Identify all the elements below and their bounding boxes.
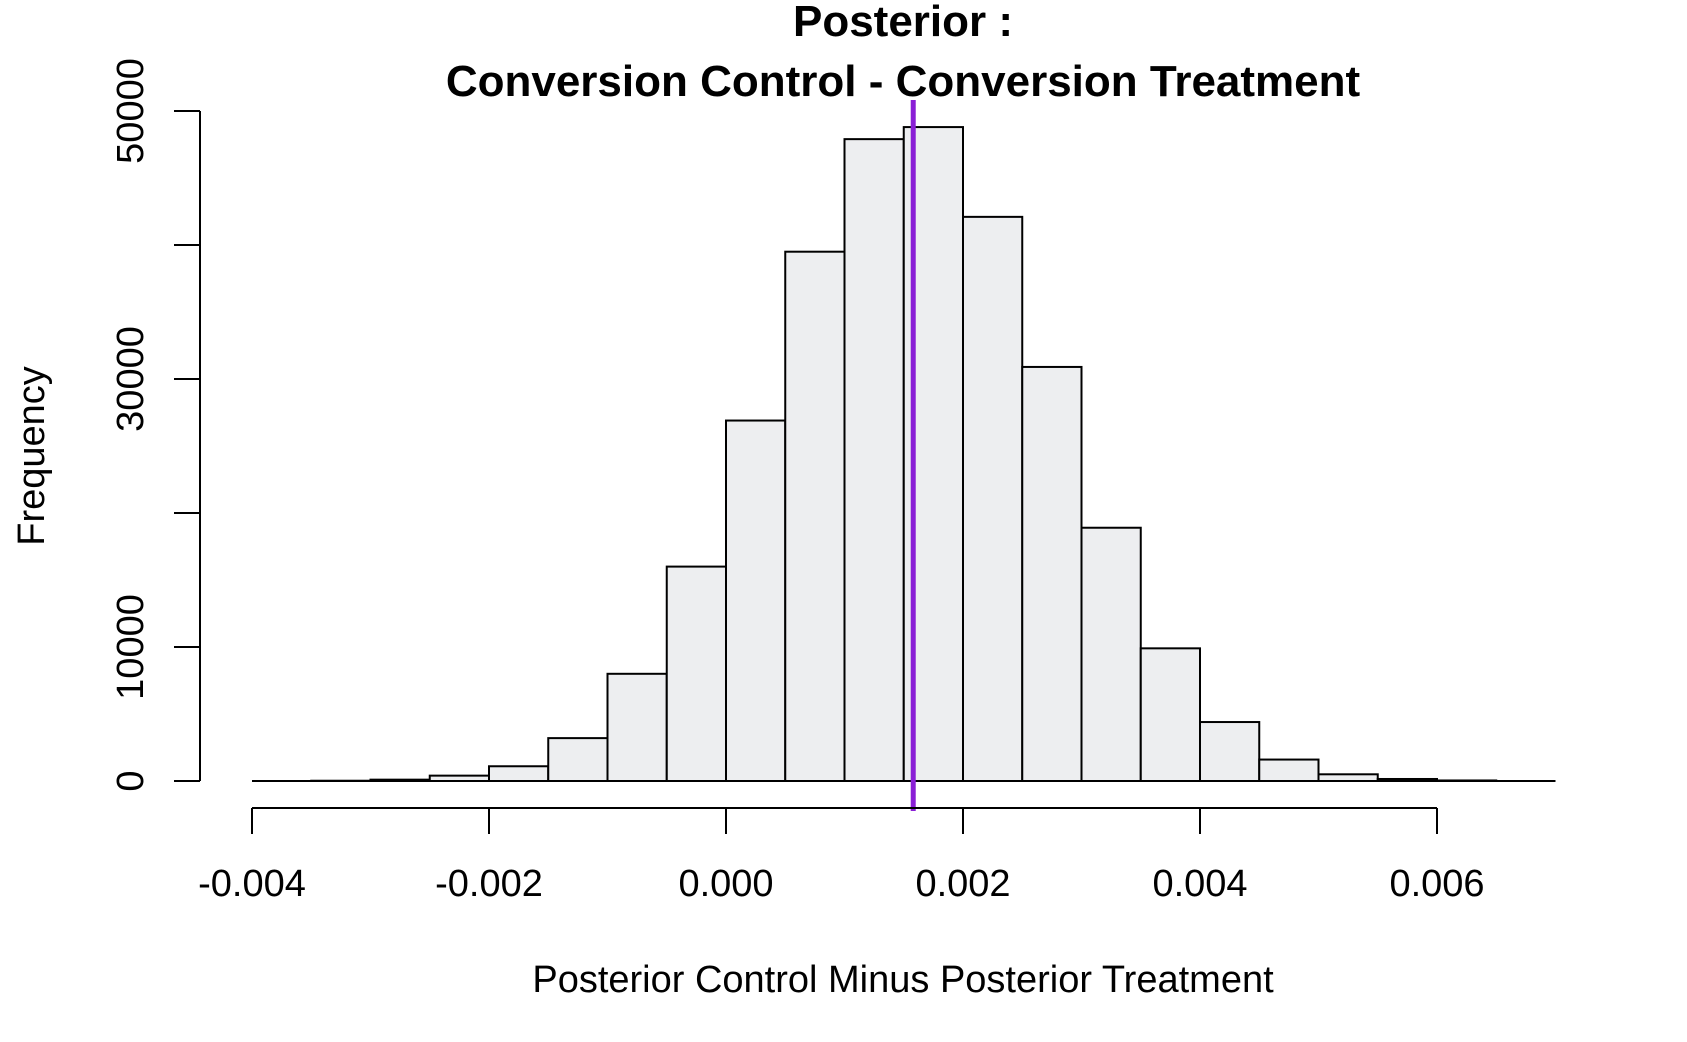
histogram-bar-12 xyxy=(962,215,1024,783)
histogram-bar-14 xyxy=(1080,526,1142,782)
y-axis-label: Frequency xyxy=(11,366,53,546)
histogram-bar-8 xyxy=(725,419,787,782)
histogram-bar-13 xyxy=(1021,365,1083,782)
histogram-bar-20 xyxy=(1436,779,1498,782)
y-tick-label-3: 30000 xyxy=(110,326,152,432)
y-tick-label-1: 10000 xyxy=(110,594,152,700)
histogram-bar-10 xyxy=(843,138,905,782)
x-tick-label-5: 0.006 xyxy=(1389,863,1484,905)
histogram-bar-6 xyxy=(606,672,668,782)
histogram-bar-5 xyxy=(547,737,609,782)
y-tick-label-5: 50000 xyxy=(110,58,152,164)
histogram-bar-16 xyxy=(1199,721,1261,782)
x-axis: -0.004 -0.002 0.000 0.002 0.004 0.006 xyxy=(198,807,1485,905)
histogram-bar-3 xyxy=(428,774,490,783)
histogram-bar-18 xyxy=(1317,773,1379,782)
histogram-bar-15 xyxy=(1139,647,1201,783)
x-tick-label-4: 0.004 xyxy=(1152,863,1247,905)
x-tick-label-0: -0.004 xyxy=(198,863,306,905)
x-tick-label-1: -0.002 xyxy=(435,863,543,905)
histogram-bar-9 xyxy=(784,250,846,782)
y-axis: 0 10000 30000 50000 xyxy=(110,58,201,792)
histogram-bar-7 xyxy=(665,565,727,782)
histogram-bar-17 xyxy=(1258,758,1320,782)
histogram-bar-19 xyxy=(1376,777,1438,782)
x-tick-label-3: 0.002 xyxy=(915,863,1010,905)
histogram-bar-2 xyxy=(369,778,431,782)
histogram-bar-4 xyxy=(488,765,550,783)
x-axis-label: Posterior Control Minus Posterior Treatm… xyxy=(532,959,1274,1001)
histogram-bars xyxy=(252,126,1556,783)
y-tick-label-0: 0 xyxy=(110,770,152,791)
x-tick-label-2: 0.000 xyxy=(678,863,773,905)
chart-title-line1: Posterior : xyxy=(793,0,1013,46)
chart-title-line2: Conversion Control - Conversion Treatmen… xyxy=(446,57,1361,106)
